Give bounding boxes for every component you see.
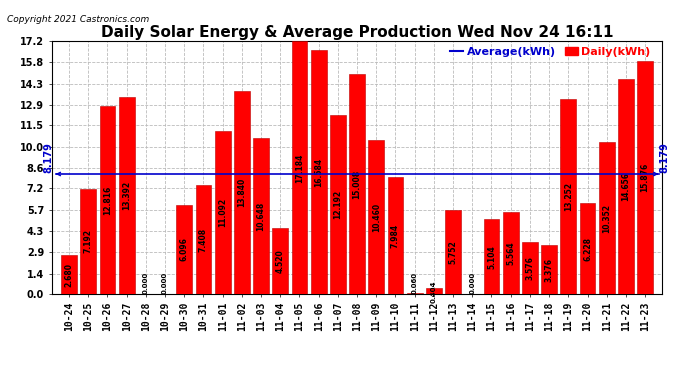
- Text: 10.648: 10.648: [257, 201, 266, 231]
- Text: 3.376: 3.376: [544, 258, 553, 282]
- Text: 13.840: 13.840: [237, 178, 246, 207]
- Bar: [445, 210, 461, 294]
- Text: 5.564: 5.564: [506, 242, 515, 265]
- Bar: [292, 42, 307, 294]
- Bar: [522, 242, 538, 294]
- Text: 5.752: 5.752: [448, 240, 457, 264]
- Text: 2.680: 2.680: [65, 262, 74, 286]
- Bar: [330, 115, 346, 294]
- Text: 0.060: 0.060: [412, 272, 417, 294]
- Bar: [177, 205, 192, 294]
- Text: 6.228: 6.228: [583, 237, 592, 261]
- Bar: [484, 219, 500, 294]
- Text: 8.179: 8.179: [660, 142, 669, 173]
- Text: 12.816: 12.816: [103, 186, 112, 215]
- Bar: [388, 177, 404, 294]
- Text: 13.392: 13.392: [122, 181, 131, 210]
- Bar: [215, 131, 230, 294]
- Legend: Average(kWh), Daily(kWh): Average(kWh), Daily(kWh): [450, 47, 651, 57]
- Bar: [253, 138, 269, 294]
- Bar: [580, 203, 595, 294]
- Text: 3.576: 3.576: [525, 256, 534, 280]
- Bar: [61, 255, 77, 294]
- Bar: [560, 99, 576, 294]
- Text: 15.876: 15.876: [640, 163, 649, 192]
- Text: 8.179: 8.179: [43, 142, 54, 173]
- Bar: [638, 61, 653, 294]
- Bar: [80, 189, 96, 294]
- Text: 15.008: 15.008: [353, 170, 362, 198]
- Bar: [599, 142, 615, 294]
- Text: 0.000: 0.000: [469, 272, 475, 294]
- Bar: [195, 185, 211, 294]
- Text: 0.000: 0.000: [162, 272, 168, 294]
- Text: 16.584: 16.584: [314, 158, 323, 187]
- Bar: [99, 106, 115, 294]
- Text: 13.252: 13.252: [564, 182, 573, 212]
- Text: 7.192: 7.192: [83, 230, 92, 254]
- Text: Copyright 2021 Castronics.com: Copyright 2021 Castronics.com: [7, 15, 149, 24]
- Text: 7.408: 7.408: [199, 228, 208, 252]
- Text: 5.104: 5.104: [487, 245, 496, 269]
- Bar: [503, 213, 519, 294]
- Bar: [310, 50, 326, 294]
- Bar: [273, 228, 288, 294]
- Text: 10.460: 10.460: [372, 203, 381, 232]
- Text: 10.352: 10.352: [602, 204, 611, 233]
- Bar: [119, 97, 135, 294]
- Text: 4.520: 4.520: [276, 249, 285, 273]
- Text: 7.984: 7.984: [391, 224, 400, 248]
- Bar: [234, 91, 250, 294]
- Text: 6.096: 6.096: [180, 238, 189, 261]
- Bar: [618, 79, 634, 294]
- Bar: [368, 141, 384, 294]
- Text: 0.404: 0.404: [431, 280, 437, 303]
- Text: 14.656: 14.656: [622, 172, 631, 201]
- Title: Daily Solar Energy & Average Production Wed Nov 24 16:11: Daily Solar Energy & Average Production …: [101, 25, 613, 40]
- Text: 11.092: 11.092: [218, 198, 227, 227]
- Bar: [349, 74, 365, 294]
- Bar: [426, 288, 442, 294]
- Text: 17.184: 17.184: [295, 153, 304, 183]
- Text: 12.192: 12.192: [333, 190, 342, 219]
- Bar: [541, 245, 557, 294]
- Text: 0.000: 0.000: [143, 272, 149, 294]
